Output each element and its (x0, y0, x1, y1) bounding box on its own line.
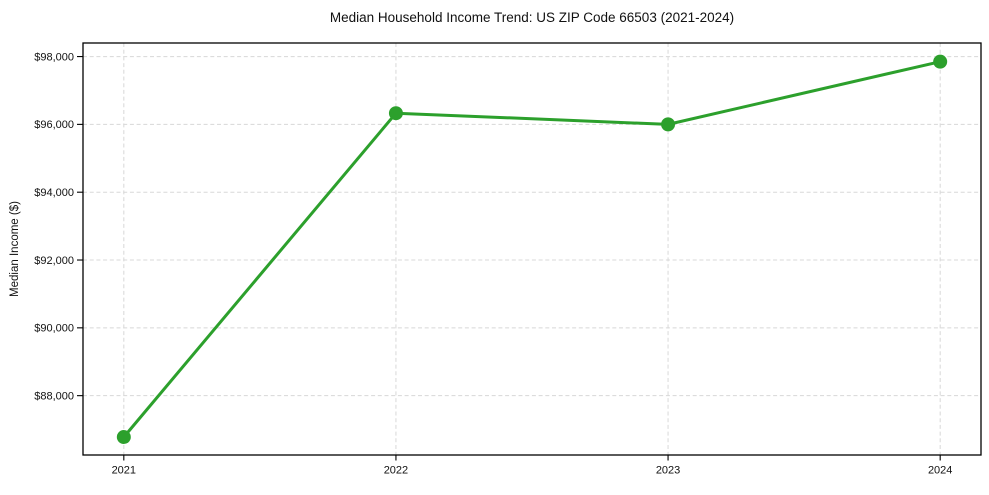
data-point-marker (661, 117, 676, 132)
y-tick-label: $92,000 (34, 255, 74, 267)
data-series (116, 54, 948, 445)
x-tick-label: 2022 (384, 465, 408, 477)
plot-border-rect (82, 42, 982, 456)
x-tick-label: 2023 (656, 465, 680, 477)
data-point-marker (933, 54, 948, 69)
trend-line (122, 60, 942, 439)
y-tick-label: $90,000 (34, 323, 74, 335)
y-tick-label: $96,000 (34, 119, 74, 131)
x-tick-label: 2024 (928, 465, 952, 477)
plot-border (82, 42, 982, 456)
y-tick-label: $94,000 (34, 187, 74, 199)
gridlines (83, 43, 981, 455)
data-point-marker (116, 430, 131, 445)
x-tick-label: 2021 (112, 465, 136, 477)
y-tick-label: $98,000 (34, 51, 74, 63)
data-point-marker (388, 106, 403, 121)
y-tick-label: $88,000 (34, 390, 74, 402)
axis-tick-labels: $88,000 $90,000 $92,000 $94,000 $96,000 $98,0… (34, 51, 952, 476)
axis-ticks (77, 56, 941, 461)
y-axis-label: Median Income ($) (9, 201, 21, 297)
chart-title: Median Household Income Trend: US ZIP Co… (330, 10, 734, 25)
